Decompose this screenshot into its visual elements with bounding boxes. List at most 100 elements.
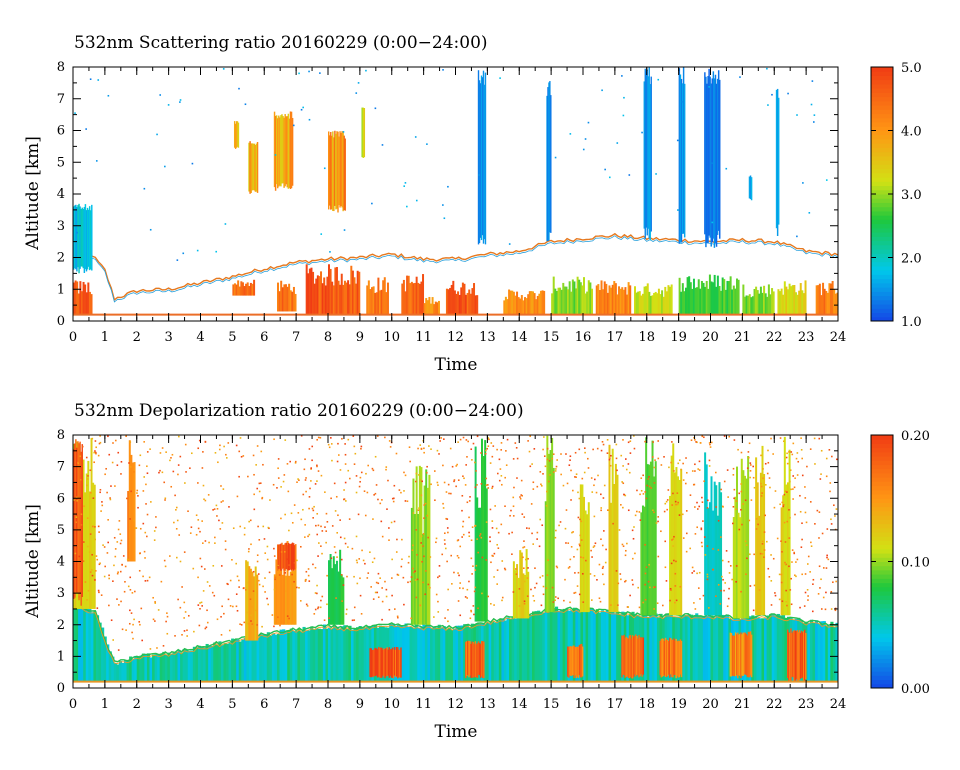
noise-speck bbox=[282, 480, 285, 483]
noise-speck bbox=[816, 509, 819, 512]
noise-speck bbox=[532, 488, 535, 490]
noise-speck bbox=[764, 462, 767, 465]
cloud-cell bbox=[331, 135, 333, 210]
x-tick-label: 5 bbox=[228, 697, 236, 712]
boundary-layer-cell bbox=[297, 629, 301, 682]
noise-speck bbox=[440, 437, 443, 439]
x-tick-label: 24 bbox=[830, 697, 847, 712]
aerosol-cell bbox=[751, 296, 754, 315]
noise-speck bbox=[521, 494, 523, 497]
noise-speck bbox=[444, 532, 446, 535]
noise-speck bbox=[157, 609, 160, 611]
cloud-cell bbox=[248, 142, 250, 192]
depol-column-cell bbox=[610, 502, 613, 613]
aerosol-cell bbox=[316, 275, 319, 315]
depol-column-cell bbox=[708, 502, 711, 616]
noise-speck bbox=[138, 464, 141, 467]
noise-speck bbox=[575, 473, 578, 476]
noise-speck bbox=[323, 167, 326, 170]
noise-speck bbox=[753, 553, 755, 556]
noise-speck bbox=[820, 449, 823, 452]
boundary-layer-cell bbox=[537, 610, 541, 682]
noise-speck bbox=[199, 607, 201, 610]
boundary-layer-cell bbox=[458, 625, 462, 682]
colorbar-segment bbox=[871, 595, 893, 600]
noise-speck bbox=[825, 567, 828, 569]
depol-hotspot-cell bbox=[482, 641, 484, 679]
noise-speck bbox=[508, 532, 510, 535]
boundary-layer-cell bbox=[113, 663, 117, 682]
noise-speck bbox=[620, 454, 623, 457]
noise-speck bbox=[665, 580, 668, 582]
noise-speck bbox=[397, 616, 399, 619]
noise-speck bbox=[311, 445, 314, 448]
x-tick-label: 22 bbox=[766, 697, 783, 712]
noise-speck bbox=[202, 542, 204, 544]
noise-speck bbox=[634, 552, 636, 555]
noise-speck bbox=[183, 601, 186, 604]
noise-speck bbox=[148, 576, 151, 579]
depol-column-cell bbox=[425, 469, 428, 625]
noise-speck bbox=[393, 520, 396, 523]
noise-speck bbox=[601, 567, 604, 569]
cloud-cell bbox=[710, 83, 712, 247]
aerosol-cell bbox=[420, 281, 423, 315]
noise-speck bbox=[184, 611, 187, 613]
boundary-layer-cell bbox=[218, 641, 222, 682]
noise-speck bbox=[317, 524, 320, 527]
noise-speck bbox=[118, 520, 121, 522]
noise-speck bbox=[737, 448, 739, 451]
cloud-cell bbox=[680, 78, 683, 243]
noise-speck bbox=[91, 569, 93, 571]
noise-speck bbox=[533, 448, 536, 450]
x-tick-label: 21 bbox=[734, 697, 751, 712]
noise-speck bbox=[672, 545, 674, 547]
noise-speck bbox=[264, 552, 267, 554]
aerosol-cell bbox=[586, 291, 589, 315]
noise-speck bbox=[835, 458, 838, 461]
noise-speck bbox=[100, 594, 103, 596]
noise-speck bbox=[273, 555, 276, 557]
noise-speck bbox=[485, 449, 487, 452]
noise-speck bbox=[546, 574, 549, 576]
noise-speck bbox=[636, 489, 638, 492]
depol-column-cell bbox=[520, 552, 523, 619]
depol-column-cell bbox=[645, 437, 648, 616]
noise-speck bbox=[381, 600, 384, 603]
noise-speck bbox=[589, 573, 592, 575]
noise-speck bbox=[808, 212, 811, 214]
noise-speck bbox=[116, 464, 119, 467]
noise-speck bbox=[277, 467, 279, 470]
noise-speck bbox=[457, 479, 460, 481]
noise-speck bbox=[296, 481, 298, 484]
noise-speck bbox=[170, 457, 172, 459]
noise-speck bbox=[566, 482, 569, 485]
noise-speck bbox=[388, 539, 390, 541]
cloud-cell bbox=[709, 76, 711, 238]
cloud-cell bbox=[75, 204, 77, 270]
aerosol-cell bbox=[626, 294, 629, 315]
noise-speck bbox=[110, 619, 113, 622]
noise-speck bbox=[698, 505, 701, 508]
depol-hotspot-cell bbox=[571, 646, 573, 676]
cloud-cell bbox=[334, 130, 336, 206]
noise-speck bbox=[456, 554, 459, 557]
noise-speck bbox=[495, 527, 498, 530]
noise-speck bbox=[342, 584, 345, 586]
boundary-layer-cell bbox=[753, 616, 757, 682]
noise-speck bbox=[447, 620, 449, 623]
noise-speck bbox=[453, 479, 456, 481]
colorbar-segment bbox=[871, 565, 893, 571]
aerosol-cell bbox=[402, 279, 405, 315]
aerosol-cell bbox=[552, 276, 555, 315]
depol-hotspot-cell bbox=[792, 631, 794, 678]
noise-speck bbox=[642, 474, 644, 477]
noise-speck bbox=[700, 541, 703, 544]
noise-speck bbox=[578, 544, 581, 547]
cloud-cell bbox=[678, 68, 681, 244]
noise-speck bbox=[830, 608, 833, 610]
boundary-layer-cell bbox=[646, 617, 650, 682]
noise-speck bbox=[289, 460, 291, 463]
noise-speck bbox=[397, 574, 400, 576]
aerosol-cell bbox=[785, 286, 788, 315]
